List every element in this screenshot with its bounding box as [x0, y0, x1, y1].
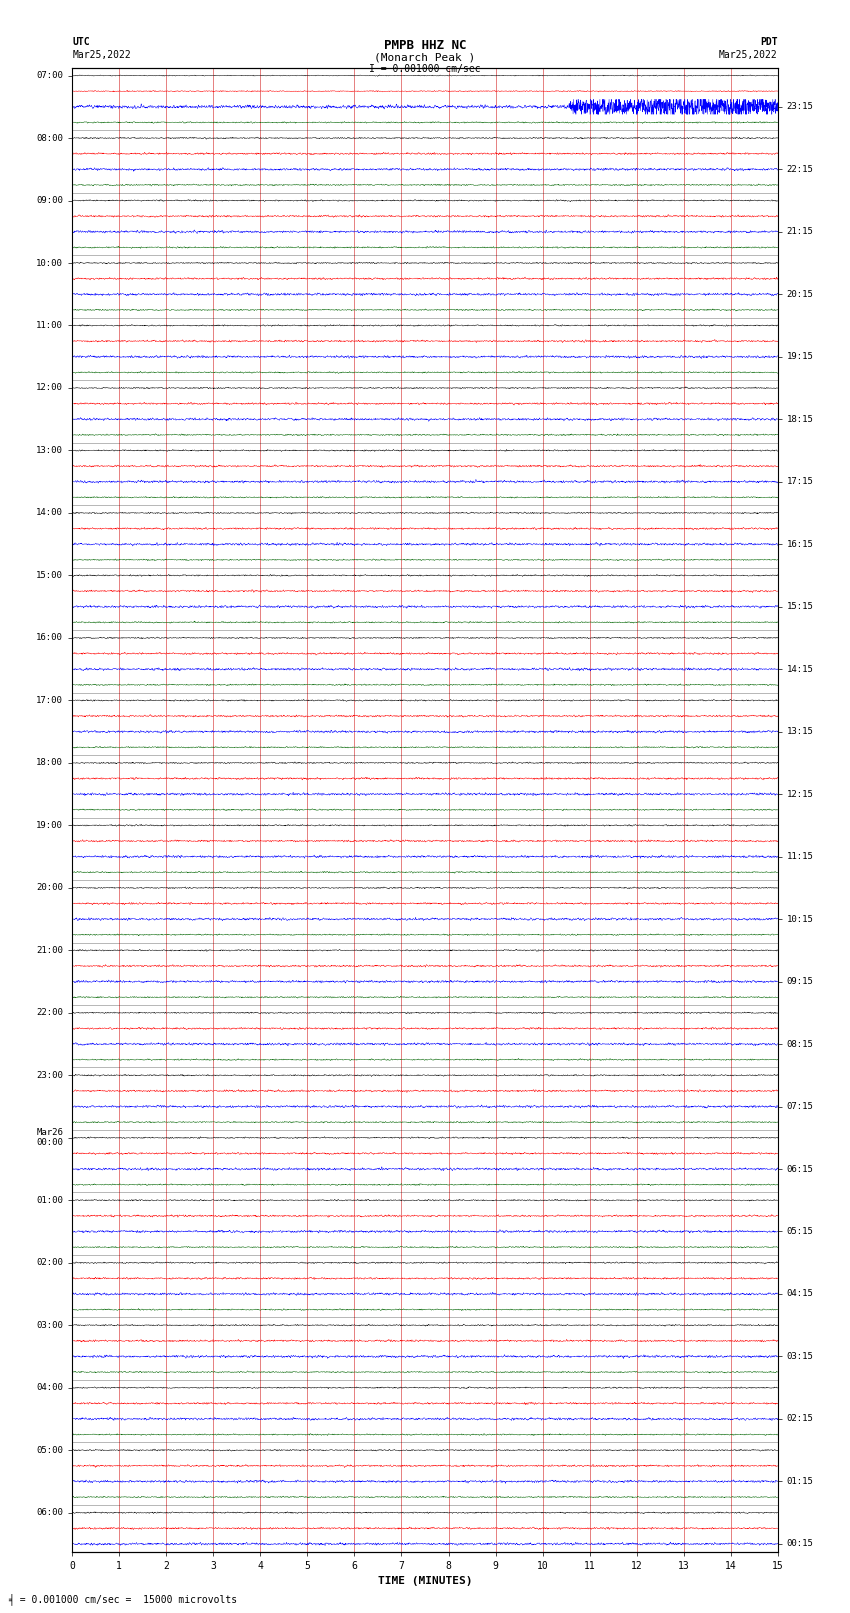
Text: (Monarch Peak ): (Monarch Peak ): [374, 53, 476, 63]
Text: Mar25,2022: Mar25,2022: [719, 50, 778, 60]
Text: Mar25,2022: Mar25,2022: [72, 50, 131, 60]
Text: PMPB HHZ NC: PMPB HHZ NC: [383, 39, 467, 52]
Text: PDT: PDT: [760, 37, 778, 47]
Text: UTC: UTC: [72, 37, 90, 47]
X-axis label: TIME (MINUTES): TIME (MINUTES): [377, 1576, 473, 1586]
Text: I = 0.001000 cm/sec: I = 0.001000 cm/sec: [369, 65, 481, 74]
Text: ╡ = 0.001000 cm/sec =  15000 microvolts: ╡ = 0.001000 cm/sec = 15000 microvolts: [8, 1594, 238, 1605]
